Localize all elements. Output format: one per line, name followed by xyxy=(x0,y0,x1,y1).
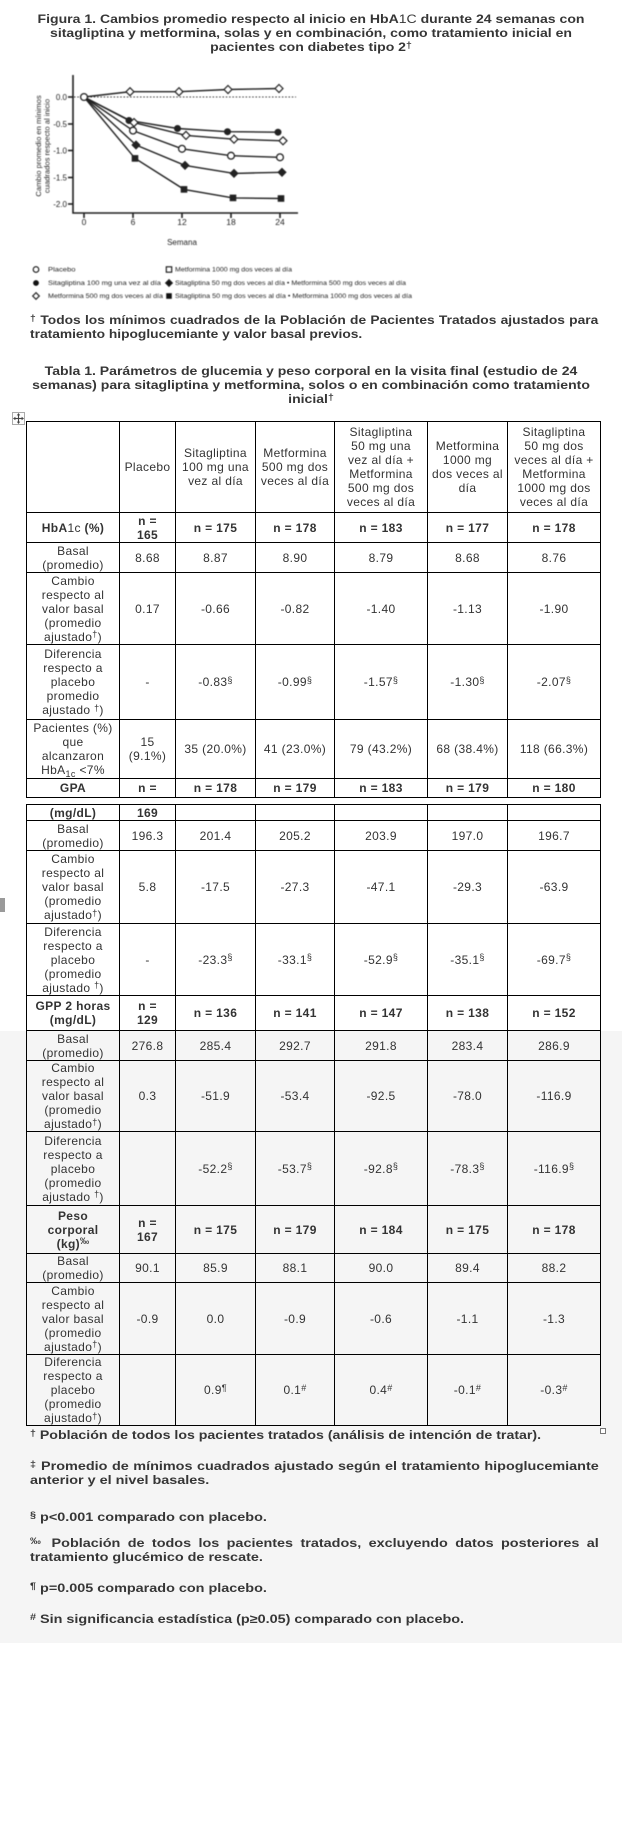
svg-text:cuadrados respecto al inicio: cuadrados respecto al inicio xyxy=(43,99,52,193)
svg-text:Cambio promedio en mínimos: Cambio promedio en mínimos xyxy=(34,95,43,196)
svg-text:Metformina 500 mg dos veces al: Metformina 500 mg dos veces al día xyxy=(48,293,163,300)
svg-text:-0.5: -0.5 xyxy=(53,120,67,129)
svg-text:0: 0 xyxy=(82,217,87,227)
svg-text:12: 12 xyxy=(177,217,187,227)
svg-text:6: 6 xyxy=(131,217,136,227)
svg-text:Placebo: Placebo xyxy=(48,267,76,274)
svg-text:Sitagliptina 50 mg dos veces a: Sitagliptina 50 mg dos veces al día • Me… xyxy=(175,280,406,287)
svg-text:-1.0: -1.0 xyxy=(53,146,67,155)
svg-text:18: 18 xyxy=(226,217,236,227)
svg-text:Sitagliptina 100 mg una vez al: Sitagliptina 100 mg una vez al día xyxy=(48,280,162,287)
svg-text:Semana: Semana xyxy=(167,238,197,247)
svg-text:0.0: 0.0 xyxy=(56,93,68,102)
svg-text:-2.0: -2.0 xyxy=(53,200,67,209)
svg-text:Metformina 1000 mg dos veces a: Metformina 1000 mg dos veces al día xyxy=(175,267,292,274)
svg-text:-1.5: -1.5 xyxy=(53,173,67,182)
svg-text:24: 24 xyxy=(275,217,285,227)
svg-text:Sitagliptina 50 mg dos veces a: Sitagliptina 50 mg dos veces al día • Me… xyxy=(175,293,412,300)
